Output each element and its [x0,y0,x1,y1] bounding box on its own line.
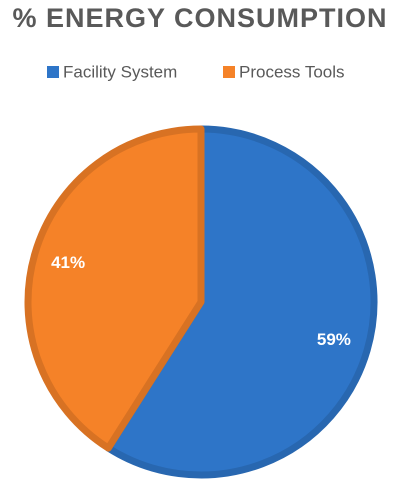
legend-swatch [223,66,235,78]
data-label: 41% [51,253,85,272]
legend-swatch [47,66,59,78]
legend-label: Facility System [63,62,177,81]
legend-label: Process Tools [239,62,345,81]
data-label: 59% [317,330,351,349]
pie-slice [24,125,205,452]
pie-slice [104,125,378,479]
chart-title: % ENERGY CONSUMPTION [12,3,387,33]
